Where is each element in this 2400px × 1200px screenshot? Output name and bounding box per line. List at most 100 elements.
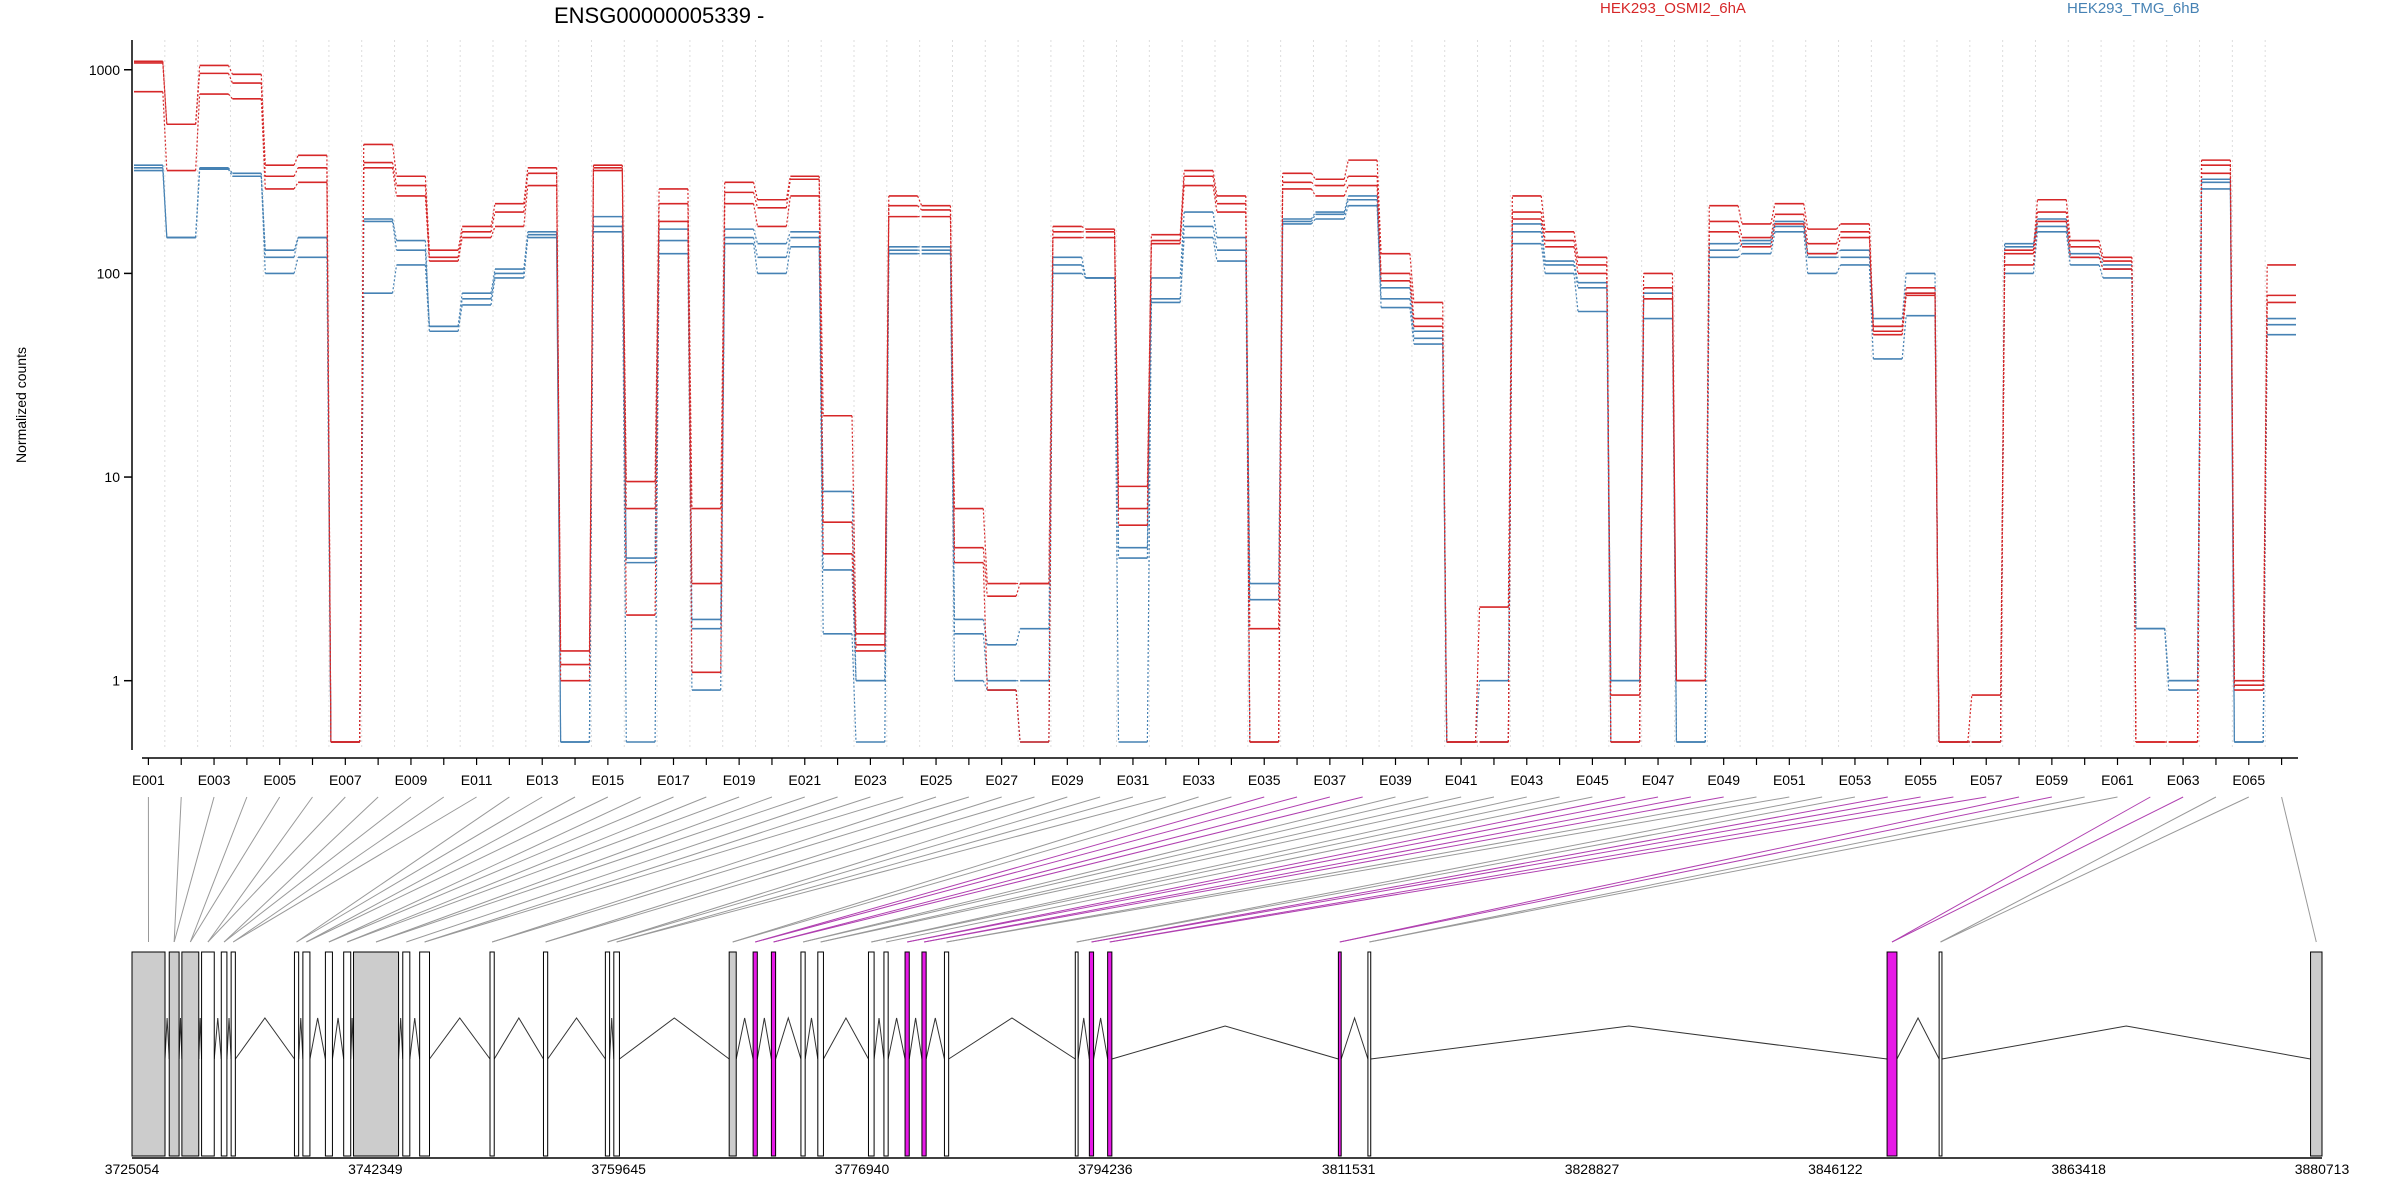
intron-line	[887, 1017, 906, 1060]
series-connector	[621, 165, 627, 482]
series-connector	[1310, 173, 1316, 180]
x-tick-label: E055	[1904, 772, 1937, 788]
series-connector	[293, 257, 299, 274]
connector-line	[732, 796, 1199, 943]
connector-line	[424, 796, 904, 943]
series-connector	[752, 228, 759, 244]
exon-highlighted	[1088, 951, 1095, 1157]
x-tick-label: E017	[657, 772, 690, 788]
series-connector	[1212, 185, 1218, 213]
series-connector	[917, 195, 923, 206]
series-connector	[1737, 231, 1743, 248]
series-connector	[1146, 302, 1152, 743]
x-tick-label: E025	[920, 772, 953, 788]
series-connector	[1146, 243, 1152, 526]
connector-line	[306, 796, 609, 943]
connector-line	[1940, 796, 2249, 943]
exon	[613, 951, 620, 1157]
series-connector	[1212, 212, 1218, 238]
intron-line	[493, 1017, 544, 1060]
series-connector	[1343, 199, 1349, 215]
exon-connector-lines	[147, 796, 2317, 943]
coord-tick-label: 3794236	[1078, 1161, 1133, 1177]
series-connector	[293, 155, 299, 166]
series-connector	[1737, 205, 1743, 225]
connector-line	[189, 796, 281, 943]
series-connector	[1179, 237, 1185, 303]
series-connector	[851, 553, 857, 645]
exon	[1938, 951, 1943, 1157]
connector-line	[406, 796, 838, 943]
series-connector	[1409, 253, 1415, 303]
connector-line	[1091, 796, 1888, 943]
series-connector	[1770, 203, 1776, 225]
series-connector	[1179, 212, 1185, 278]
series-connector	[227, 168, 233, 177]
connector-line	[296, 796, 543, 943]
series-connector	[162, 61, 168, 125]
series-connector	[1474, 607, 1481, 743]
connector-line	[173, 796, 182, 943]
exon	[419, 951, 431, 1157]
series-connector	[556, 185, 562, 681]
connector-line	[1109, 796, 1987, 943]
x-tick-label: E011	[461, 772, 493, 788]
connector-line	[545, 796, 1002, 943]
intron-line	[309, 1017, 326, 1060]
exon	[324, 951, 333, 1157]
series-connector	[1409, 298, 1415, 339]
series-connector	[1048, 231, 1054, 584]
connector-line	[328, 796, 641, 943]
series-connector	[785, 179, 791, 208]
exon	[343, 951, 352, 1157]
series-connector	[523, 237, 529, 279]
connector-line	[347, 796, 707, 943]
connector-line	[232, 796, 477, 943]
series-connector	[1704, 257, 1710, 743]
series-connector	[195, 73, 201, 125]
series-connector	[1015, 628, 1021, 645]
chart-title: ENSG00000005339 -	[554, 3, 764, 28]
x-tick-label: E049	[1707, 772, 1740, 788]
connector-line	[347, 796, 740, 943]
intron-line	[804, 1017, 819, 1060]
connector-line	[607, 796, 1101, 943]
connector-line	[545, 796, 1035, 943]
series-connector	[884, 253, 890, 743]
series-connector	[227, 65, 234, 75]
x-tick-label: E023	[854, 772, 887, 788]
series-connector	[2196, 173, 2203, 743]
exon	[220, 951, 228, 1157]
series-connector	[1901, 315, 1907, 360]
series-connector	[654, 188, 660, 482]
exon-highlighted	[1886, 951, 1898, 1157]
series-connector	[2032, 226, 2039, 247]
connector-line	[907, 796, 1626, 943]
series-connector	[1803, 214, 1809, 244]
connector-line	[223, 796, 412, 943]
series-connector	[227, 73, 234, 84]
x-tick-label: E059	[2036, 772, 2069, 788]
series-connector	[2196, 182, 2203, 681]
series-connector	[424, 250, 430, 327]
series-connector	[654, 203, 660, 509]
series-connector	[1540, 243, 1546, 274]
gene-model-track	[131, 951, 2323, 1157]
intron-line	[1340, 1016, 1369, 1060]
intron-line	[775, 1016, 802, 1060]
series-connector	[1737, 221, 1743, 238]
x-tick-label: E053	[1839, 772, 1872, 788]
series-connector	[752, 182, 759, 200]
series-red-2	[134, 90, 2296, 743]
exon	[604, 951, 611, 1157]
connector-line	[491, 796, 970, 943]
x-axis: E001 E003 E005 E007 E009 E011 E013 E015 E017 E019…	[132, 757, 2298, 788]
intron-line	[398, 1017, 404, 1060]
series-connector	[1376, 205, 1382, 308]
series-connector	[1868, 237, 1874, 335]
connector-line	[173, 796, 215, 943]
x-tick-label: E035	[1248, 772, 1281, 788]
series-connector	[1704, 231, 1710, 681]
intron-line	[823, 1016, 869, 1060]
series-connector	[1081, 257, 1087, 279]
